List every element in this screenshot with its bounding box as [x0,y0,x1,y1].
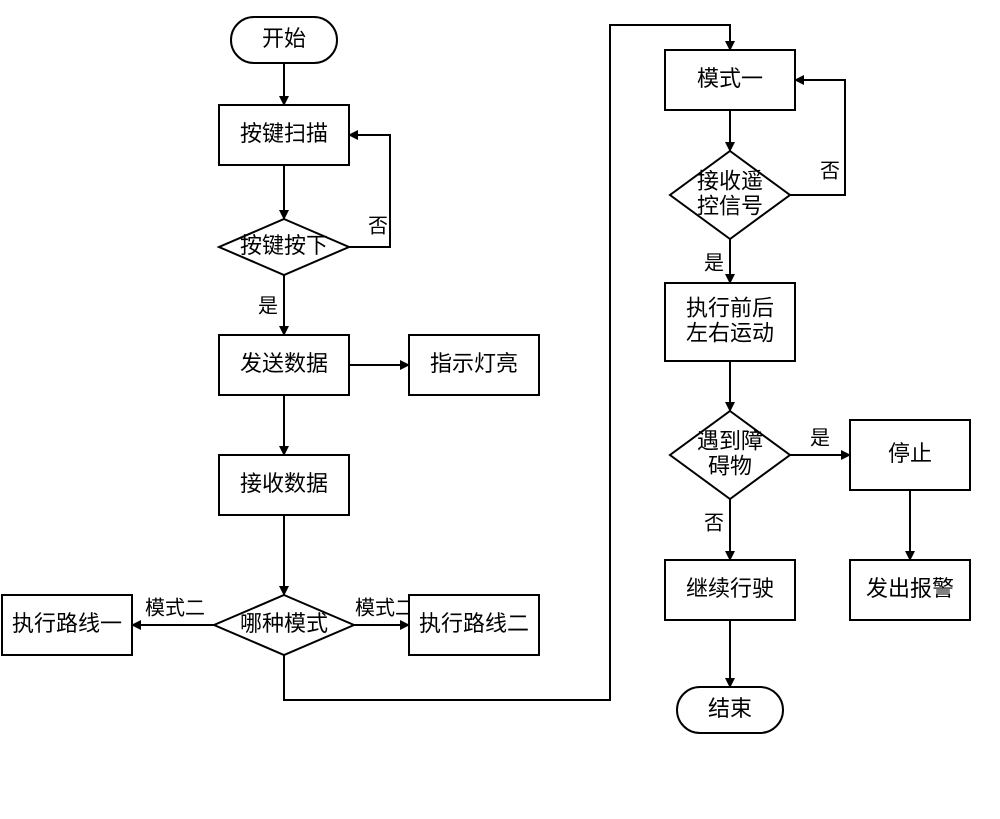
node-label: 哪种模式 [240,611,328,636]
edge-label: 模式二 [355,597,415,620]
node-label: 控信号 [697,194,763,219]
node-label: 指示灯亮 [430,351,518,376]
node-label: 继续行驶 [686,576,774,601]
edge-label: 是 [704,253,724,275]
node-label: 接收数据 [240,471,328,496]
node-label: 结束 [708,696,752,721]
node-obstacle: 遇到障碍物 [670,411,790,499]
node-recv: 接收数据 [219,455,349,515]
node-continue: 继续行驶 [665,560,795,620]
node-start: 开始 [231,17,337,63]
node-rx_signal: 接收遥控信号 [670,151,790,239]
node-label: 执行路线二 [419,611,529,636]
node-label: 碍物 [708,454,752,479]
edge-label: 模式二 [145,597,205,620]
node-scan: 按键扫描 [219,105,349,165]
node-mode1: 模式一 [665,50,795,110]
node-stop: 停止 [850,420,970,490]
node-label: 模式一 [697,66,763,91]
edge-label: 否 [368,216,388,238]
node-alarm: 发出报警 [850,560,970,620]
edge-label: 否 [704,513,724,535]
edge-label: 否 [820,161,840,183]
node-route1: 执行路线一 [2,595,132,655]
edge-label: 是 [258,296,278,318]
node-label: 发出报警 [866,576,954,601]
node-exec_move: 执行前后左右运动 [665,283,795,361]
node-label: 左右运动 [686,321,774,346]
node-label: 按键扫描 [240,121,328,146]
edge-label: 是 [810,428,830,450]
node-mode: 哪种模式 [214,595,354,655]
node-send: 发送数据 [219,335,349,395]
node-end: 结束 [677,687,783,733]
node-label: 发送数据 [240,351,328,376]
node-label: 遇到障 [697,428,763,453]
node-label: 执行路线一 [12,611,122,636]
node-label: 开始 [262,26,306,51]
node-pressed: 按键按下 [219,219,349,275]
node-route2: 执行路线二 [409,595,539,655]
node-label: 按键按下 [240,233,328,258]
node-label: 停止 [888,441,932,466]
node-label: 执行前后 [686,295,774,320]
flowchart-canvas: 是否模式二模式二是否是否开始按键扫描按键按下发送数据指示灯亮接收数据执行路线一哪… [0,0,1000,819]
node-led: 指示灯亮 [409,335,539,395]
node-label: 接收遥 [697,168,763,193]
